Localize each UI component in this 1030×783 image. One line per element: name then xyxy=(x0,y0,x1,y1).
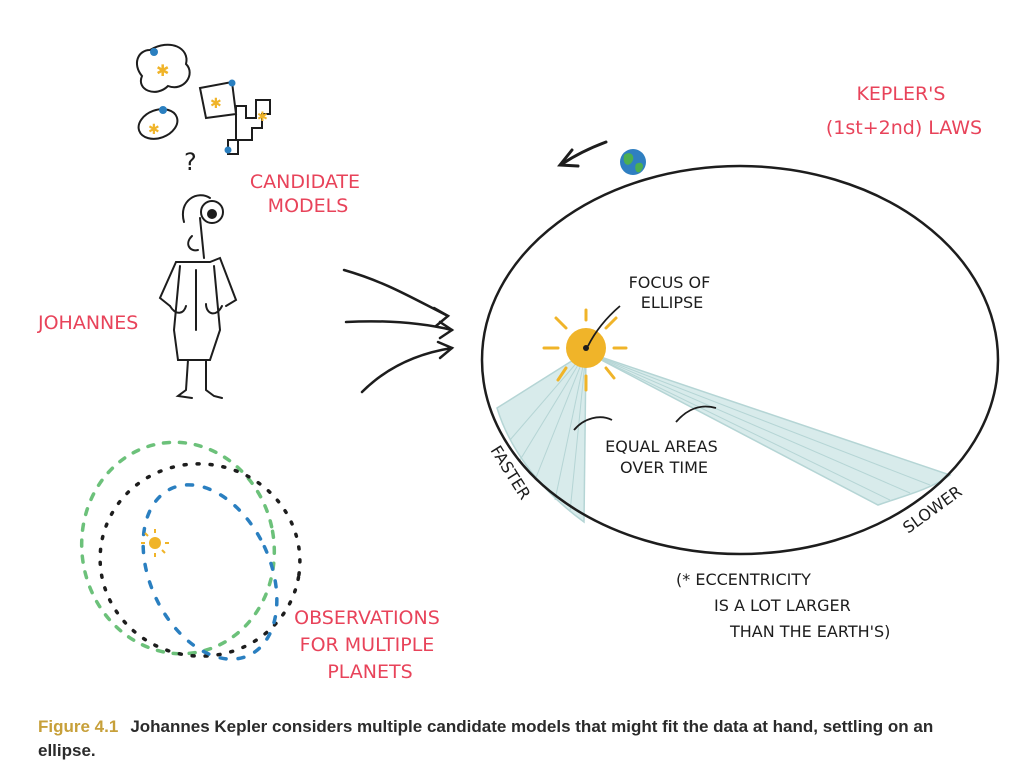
svg-text:✱: ✱ xyxy=(148,121,160,137)
sun-icon xyxy=(542,308,628,392)
svg-text:✱: ✱ xyxy=(210,95,222,111)
svg-text:✱: ✱ xyxy=(156,63,169,80)
caption-text: Johannes Kepler considers multiple candi… xyxy=(38,717,934,760)
sun-icon xyxy=(141,529,169,557)
eccentricity-note: (* ECCENTRICITY IS A LOT LARGER THAN THE… xyxy=(676,570,890,641)
candidate-model-sketches: ✱ ✱ ✱ ✱ xyxy=(135,43,271,155)
equal-areas-label: EQUAL AREAS OVER TIME xyxy=(605,437,723,477)
focus-label: FOCUS OF ELLIPSE xyxy=(629,273,716,312)
planet-model-icon xyxy=(135,43,191,93)
kepler-diagram: ✱ ✱ ✱ ✱ ? CANDIDATE MODELS JOHANNES xyxy=(37,43,1000,683)
person-icon xyxy=(158,194,238,399)
figure-label: Figure 4.1 xyxy=(38,717,119,736)
arrow-icon xyxy=(557,140,608,168)
observation-orbits xyxy=(79,440,302,661)
equal-area-sectors xyxy=(496,350,952,524)
johannes-label: JOHANNES xyxy=(37,312,138,334)
observations-label: OBSERVATIONS FOR MULTIPLE PLANETS xyxy=(294,607,446,683)
planet-model-icon xyxy=(137,108,179,140)
keplers-laws-title: KEPLER'S (1st+2nd) LAWS xyxy=(826,83,982,139)
figure-caption: Figure 4.1 Johannes Kepler considers mult… xyxy=(38,715,988,763)
candidate-models-label: CANDIDATE MODELS xyxy=(250,171,366,217)
question-mark: ? xyxy=(184,148,197,176)
earth-icon xyxy=(620,149,646,175)
arrow-icon xyxy=(342,268,455,394)
orbit-ellipse xyxy=(480,164,1000,556)
svg-text:✱: ✱ xyxy=(257,109,268,124)
